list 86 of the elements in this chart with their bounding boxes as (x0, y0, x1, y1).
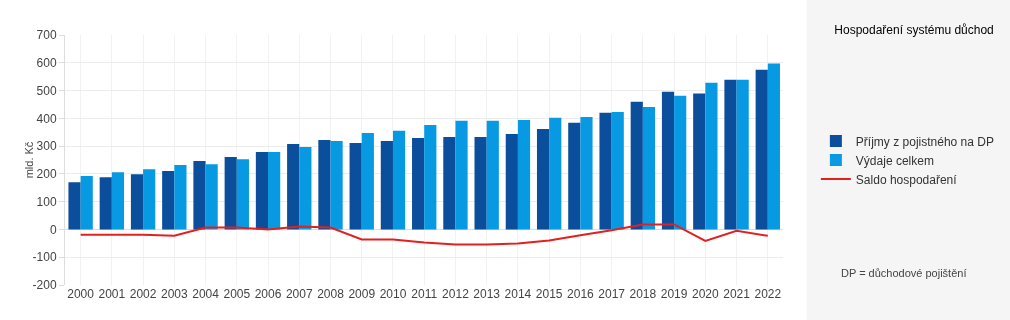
x-tick-label: 2007 (285, 287, 313, 301)
x-tick-label: 2013 (473, 287, 501, 301)
bar (474, 136, 487, 230)
bar (380, 141, 393, 230)
bar (80, 176, 93, 230)
y-tick-label: -100 (32, 250, 57, 265)
y-tick-label: 500 (36, 83, 57, 98)
x-tick-label: 2009 (348, 287, 376, 301)
x-tick-label: 2015 (535, 287, 563, 301)
y-tick-label: 700 (36, 28, 57, 43)
legend-label: Výdaje celkem (855, 153, 934, 168)
x-tick-label: 2011 (411, 287, 438, 301)
bar (455, 120, 468, 230)
x-tick-label: 2006 (254, 287, 282, 301)
bar (162, 171, 175, 230)
bar (424, 125, 437, 230)
y-tick-label: 100 (36, 194, 57, 209)
bar (736, 79, 749, 230)
legend-label: Příjmy z pojistného na DP (855, 134, 994, 149)
bar (205, 164, 218, 230)
x-tick-label: 2005 (223, 287, 251, 301)
text: DP = důchodové pojištění (841, 267, 967, 279)
bar (349, 143, 362, 230)
bar (111, 172, 125, 230)
bar (130, 174, 144, 230)
x-tick-label: 2022 (754, 287, 782, 301)
bar (68, 182, 81, 230)
bar (236, 159, 249, 230)
bar (661, 91, 675, 230)
bar (255, 151, 269, 230)
bar (642, 106, 656, 230)
x-tick-label: 2014 (504, 287, 532, 301)
bar (599, 112, 612, 230)
y-tick-label: 200 (36, 167, 57, 182)
bar (536, 128, 550, 230)
x-tick-label: 2002 (129, 287, 157, 301)
bar (268, 151, 281, 230)
x-tick-label: 2003 (160, 287, 188, 301)
bar (724, 79, 737, 230)
y-tick-label: 0 (49, 222, 57, 237)
x-tick-label: 2000 (67, 287, 95, 301)
x-tick-label: 2012 (442, 287, 470, 301)
x-tick-label: 2018 (629, 287, 657, 301)
x-tick-label: 2019 (660, 287, 688, 301)
bar (580, 116, 593, 230)
x-tick-label: 2010 (379, 287, 407, 301)
line-series (79, 223, 769, 246)
bar (224, 156, 237, 230)
bar (486, 120, 499, 230)
bar (412, 138, 425, 230)
x-tick-label: 2008 (317, 287, 345, 301)
bar (392, 130, 406, 230)
y-axis-title: mld. Kč (22, 141, 35, 179)
text: Hospodaření systému důchod (834, 23, 994, 37)
bar (330, 141, 343, 230)
y-tick-label: 400 (36, 111, 57, 126)
bar (174, 165, 187, 230)
x-tick-label: 2017 (598, 287, 626, 301)
bar (693, 93, 706, 230)
bar (287, 143, 300, 230)
bar (705, 82, 718, 230)
bar (517, 120, 531, 230)
bar (755, 69, 768, 230)
y-tick-label: -200 (32, 278, 57, 293)
bar (318, 140, 331, 230)
legend-label: Saldo hospodaření (855, 172, 958, 187)
bar (767, 63, 780, 230)
x-tick-label: 2004 (192, 287, 220, 301)
bar (361, 133, 374, 230)
bar (99, 177, 112, 230)
x-tick-label: 2016 (567, 287, 595, 301)
bar (568, 122, 581, 230)
bar (443, 136, 456, 230)
bar (299, 146, 312, 230)
bar (505, 133, 518, 230)
bar (193, 161, 206, 230)
y-tick-label: 600 (36, 55, 57, 70)
bar (674, 95, 687, 230)
x-tick-label: 2021 (723, 287, 751, 301)
bar (611, 111, 624, 230)
x-tick-label: 2020 (691, 287, 720, 301)
x-tick-label: 2001 (98, 287, 126, 301)
bar (630, 101, 643, 230)
y-tick-label: 300 (36, 139, 57, 154)
bar (143, 169, 156, 230)
bar (549, 117, 562, 230)
